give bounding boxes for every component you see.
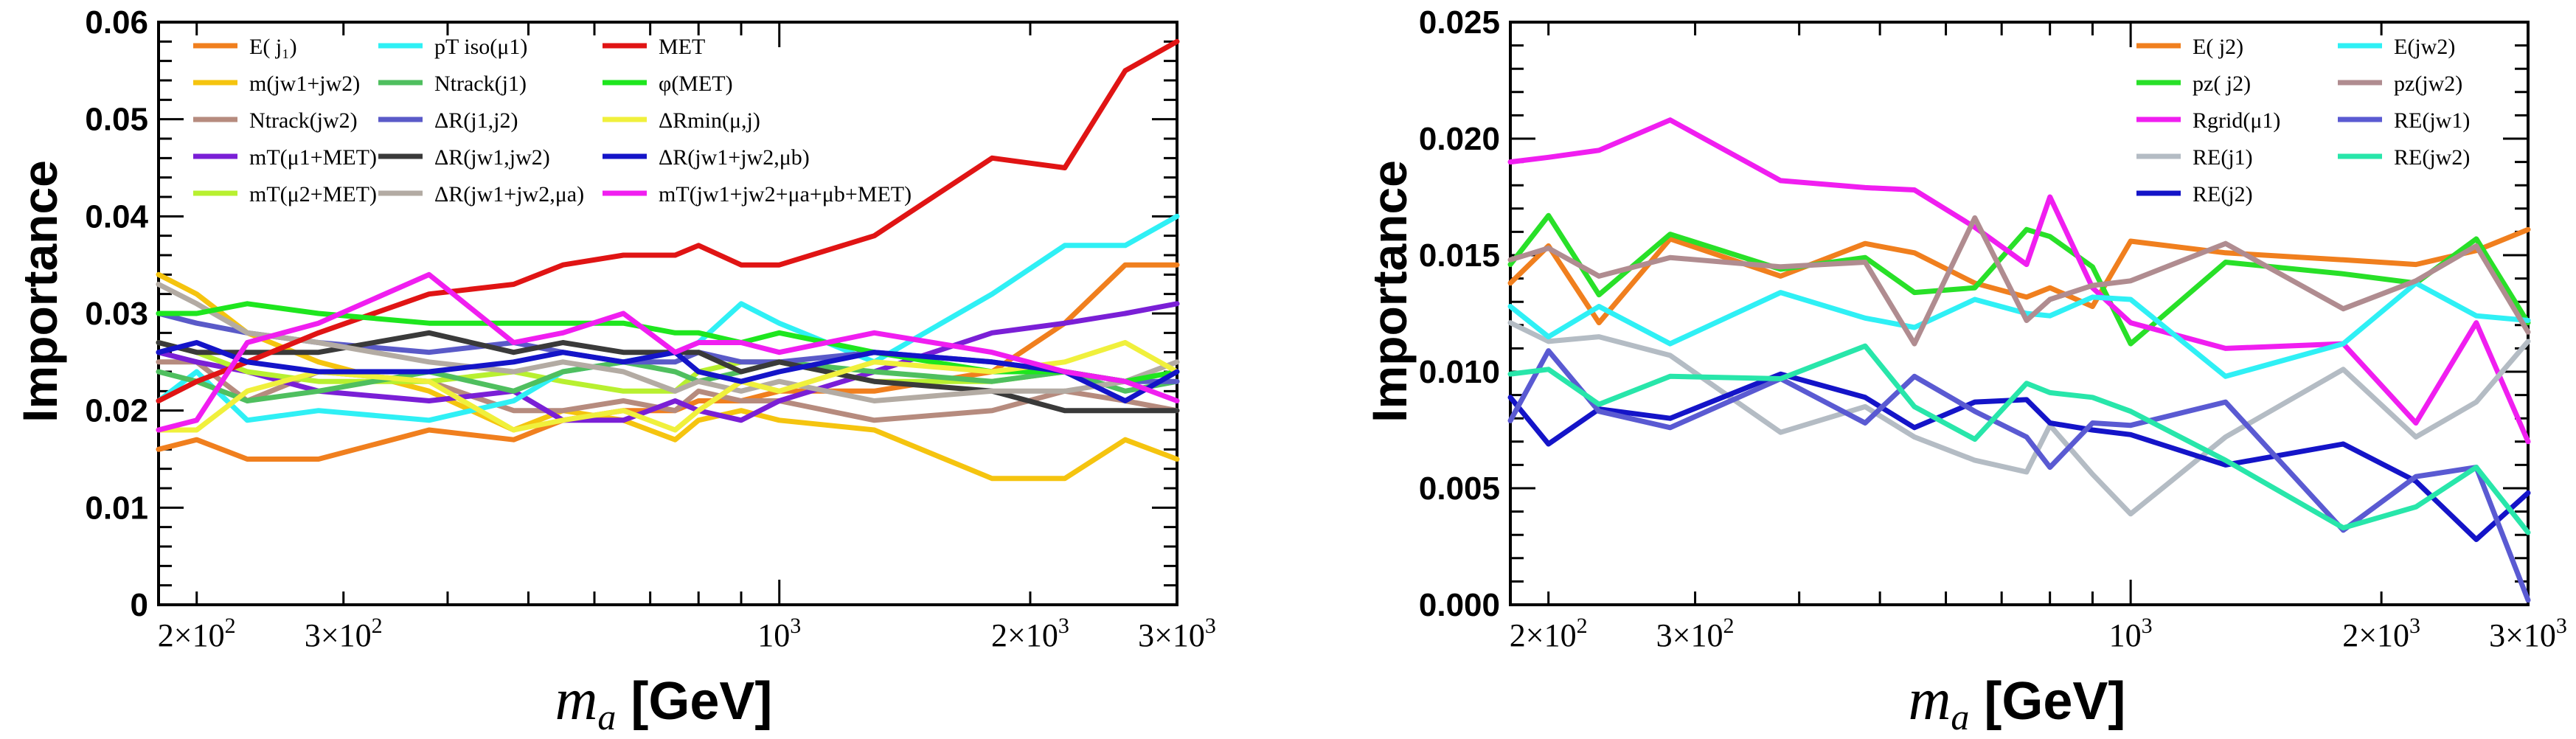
legend-label: pz(jw2): [2394, 72, 2462, 96]
x-tick-label: 2×102: [1510, 614, 1588, 653]
legend-label: E(jw2): [2394, 35, 2455, 59]
series-line-e-j2-: [1507, 226, 2531, 326]
y-tick-label: 0.010: [1419, 354, 1500, 390]
series-line-rgrid-mu1-: [1507, 117, 2531, 445]
legend-label: pT iso(μ1): [434, 35, 527, 59]
legend-label: Ntrack(j1): [434, 72, 527, 96]
legend-label: m(jw1+jw2): [249, 72, 360, 96]
x-tick-label: 3×102: [305, 614, 383, 653]
legend-label: pz( j2): [2193, 72, 2251, 96]
y-tick-label: 0.020: [1419, 121, 1500, 157]
legend-label: RE(j1): [2193, 145, 2253, 170]
y-tick-label: 0.06: [85, 4, 148, 41]
series-line-mt-mu1-met-: [156, 301, 1180, 423]
y-tick-label: 0.000: [1419, 587, 1500, 623]
series-line-met: [156, 38, 1180, 403]
legend-label: Ntrack(jw2): [249, 108, 358, 133]
right-chart-panel: 0.000 0.005 0.010 0.015 0.020 0.025 2×102 3×102…: [1362, 4, 2567, 738]
x-tick-label: 103: [757, 614, 801, 653]
legend-label: ΔR(jw1+jw2,μa): [434, 182, 584, 207]
y-tick-label: 0.04: [85, 198, 148, 235]
y-axis-title: Importance: [1362, 160, 1417, 423]
y-tick-label: 0.005: [1419, 471, 1500, 507]
x-tick-label: 103: [2109, 614, 2153, 653]
y-tick-label: 0.015: [1419, 237, 1500, 274]
legend-label: φ(MET): [659, 72, 733, 96]
series-line-ntrack-j1-: [156, 359, 1180, 403]
x-tick-label: 3×103: [2489, 614, 2567, 653]
legend-label: ΔR(j1,j2): [434, 108, 518, 133]
x-tick-label: 3×102: [1656, 614, 1735, 653]
series-line-deltar-jw1-jw2-mua-: [156, 282, 1180, 403]
series-line-re-j2-: [1507, 371, 2531, 542]
series-line-re-j1-: [1507, 320, 2531, 517]
series-line-pz-j2-: [1507, 212, 2531, 347]
x-tick-label: 3×103: [1138, 614, 1216, 653]
x-tick-label: 2×103: [2342, 614, 2420, 653]
series-line-mt-jw1-jw2-mua-mub-met-: [156, 271, 1180, 433]
legend-label: MET: [659, 35, 705, 59]
x-axis-title: ma [GeV]: [1909, 667, 2126, 738]
y-tick-label: 0.03: [85, 296, 148, 332]
legend-label: E( j2): [2193, 35, 2243, 59]
series-line-deltarmin-mu-j-: [156, 340, 1180, 433]
y-tick-label: 0.02: [85, 393, 148, 429]
series-line-re-jw2-: [1507, 343, 2531, 535]
legend-label: RE(jw1): [2394, 108, 2470, 133]
left-chart-panel: 0 0.01 0.02 0.03 0.04 0.05 0.06 2×102 3×102 103 2×…: [13, 4, 1216, 738]
series-line-e-jw2-: [1507, 280, 2531, 379]
legend-label: E( j₁): [249, 35, 297, 59]
x-tick-label: 2×102: [158, 614, 236, 653]
legend-label: ΔR(jw1,jw2): [434, 145, 550, 170]
x-tick-label: 2×103: [991, 614, 1069, 653]
y-tick-label: 0.01: [85, 490, 148, 526]
legend-label: mT(μ2+MET): [249, 182, 377, 207]
legend-label: RE(jw2): [2394, 145, 2470, 170]
series-line-pz-jw2-: [1507, 215, 2531, 347]
y-axis-title: Importance: [13, 160, 67, 423]
legend-label: ΔR(jw1+jw2,μb): [659, 145, 810, 170]
series-line-re-jw1-: [1507, 348, 2531, 603]
y-tick-label: 0: [131, 587, 148, 623]
legend-label: mT(jw1+jw2+μa+μb+MET): [659, 182, 912, 207]
legend-label: Rgrid(μ1): [2193, 108, 2280, 133]
legend-label: RE(j2): [2193, 182, 2253, 207]
series-line-ntrack-jw2-: [156, 359, 1180, 423]
x-axis-title: ma [GeV]: [555, 667, 773, 738]
y-tick-label: 0.05: [85, 102, 148, 138]
series-line-phi-met-: [156, 301, 1180, 384]
legend-label: mT(μ1+MET): [249, 145, 377, 170]
plot-frame: [1509, 21, 2530, 606]
y-tick-label: 0.025: [1419, 4, 1500, 41]
legend-label: ΔRmin(μ,j): [659, 108, 760, 133]
